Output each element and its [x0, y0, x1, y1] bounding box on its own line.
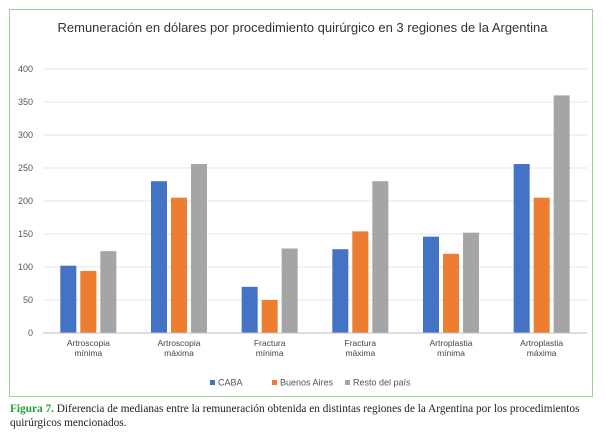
legend: CABA Buenos Aires Resto del país [210, 378, 411, 388]
bar-caba [151, 181, 167, 333]
bar-resto-del-pa-s [553, 95, 570, 334]
y-tick-label: 200 [18, 196, 33, 206]
bar-buenos-aires [443, 253, 459, 333]
x-category-label: mínima [437, 348, 465, 358]
bar-resto-del-pa-s [463, 232, 479, 333]
legend-swatch [210, 380, 215, 385]
bar-resto-del-pa-s [100, 251, 117, 333]
legend-swatch [272, 380, 277, 385]
figure-label: Figura 7. [10, 403, 54, 415]
bars [60, 95, 570, 334]
y-tick-label: 100 [18, 262, 33, 272]
bar-caba [60, 265, 77, 333]
bar-caba [332, 249, 349, 333]
legend-item: Buenos Aires [272, 378, 334, 388]
bar-resto-del-pa-s [191, 164, 207, 333]
x-category-label: Artroscopia [67, 338, 110, 348]
x-category-label: mínima [256, 348, 284, 358]
legend-item: Resto del país [345, 378, 411, 388]
x-category-label: mínima [74, 348, 102, 358]
x-category-label: máxima [345, 348, 375, 358]
bar-buenos-aires [352, 231, 369, 333]
x-category-label: Artroplastia [520, 338, 563, 348]
y-axis-ticks: 0 50 100 150 200 250 300 350 400 [18, 64, 33, 338]
bar-buenos-aires [533, 197, 550, 333]
y-tick-label: 0 [28, 328, 33, 338]
legend-label: CABA [218, 378, 243, 388]
x-category-label: máxima [164, 348, 194, 358]
bar-buenos-aires [261, 300, 278, 333]
figure-caption-text: Diferencia de medianas entre la remunera… [10, 403, 580, 429]
legend-swatch [345, 380, 350, 385]
bar-resto-del-pa-s [372, 181, 389, 333]
figure-caption: Figura 7. Diferencia de medianas entre l… [10, 403, 600, 430]
x-category-label: Fractura [254, 338, 286, 348]
y-tick-label: 250 [18, 163, 33, 173]
y-tick-label: 350 [18, 97, 33, 107]
legend-item: CABA [210, 378, 243, 388]
x-category-label: Artroplastia [430, 338, 473, 348]
legend-label: Resto del país [353, 378, 411, 388]
chart-title: Remuneración en dólares por procedimient… [57, 20, 548, 35]
y-tick-label: 300 [18, 130, 33, 140]
x-category-label: Fractura [345, 338, 377, 348]
bar-caba [513, 164, 530, 333]
x-axis-categories: ArtroscopiamínimaArtroscopiamáximaFractu… [67, 338, 564, 358]
gridlines [43, 68, 587, 301]
bar-caba [241, 286, 258, 333]
y-tick-label: 50 [23, 295, 33, 305]
x-category-label: máxima [527, 348, 557, 358]
x-category-label: Artroscopia [158, 338, 201, 348]
y-tick-label: 400 [18, 64, 33, 74]
bar-caba [423, 236, 439, 333]
y-tick-label: 150 [18, 229, 33, 239]
bar-resto-del-pa-s [281, 248, 298, 333]
bar-buenos-aires [80, 270, 97, 333]
legend-label: Buenos Aires [280, 378, 334, 388]
bar-buenos-aires [171, 197, 187, 333]
